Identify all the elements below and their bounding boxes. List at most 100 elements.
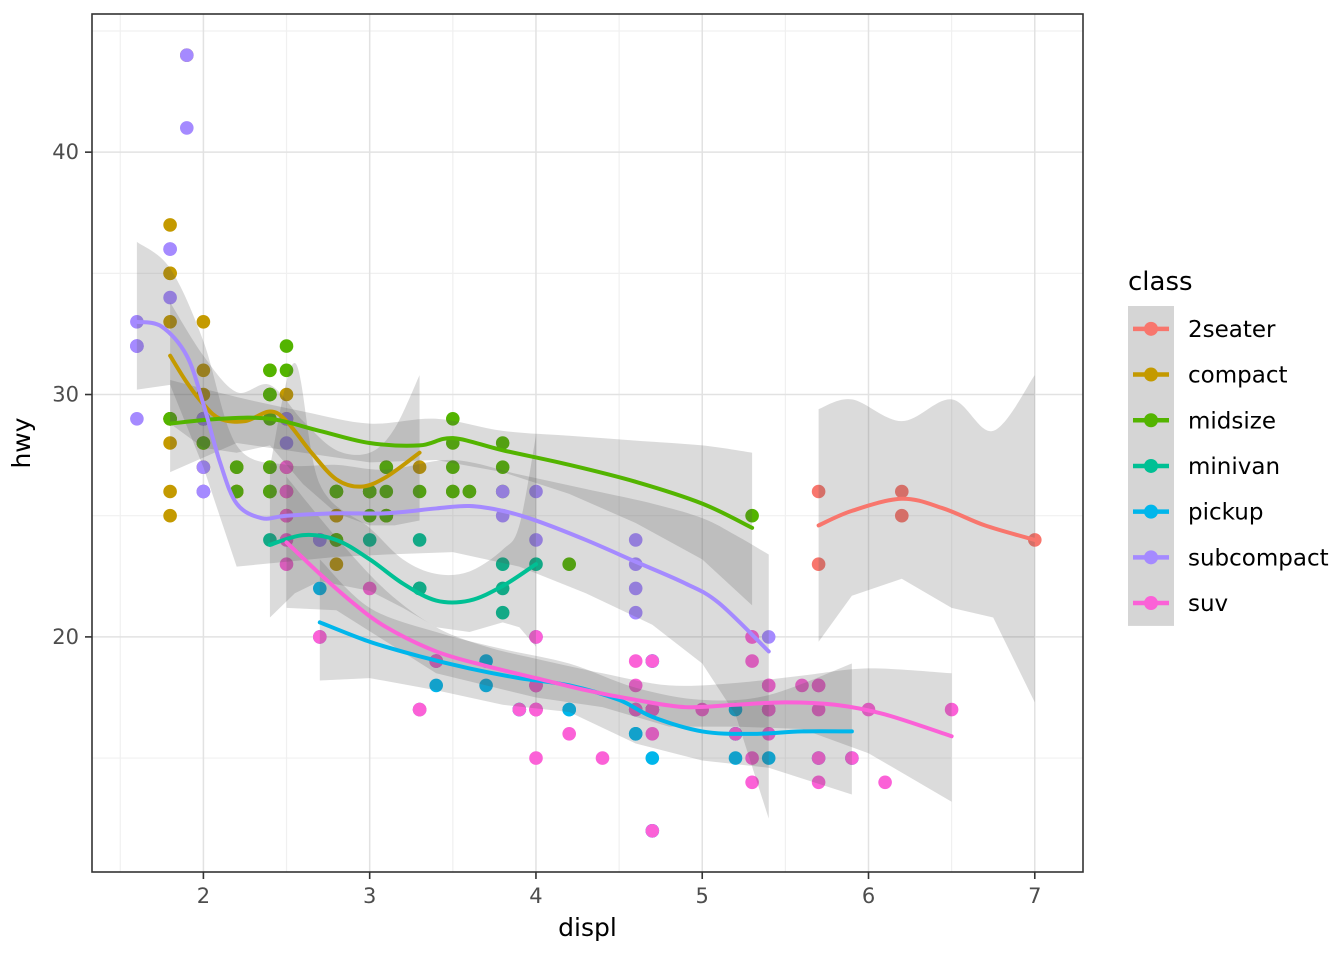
- legend-item-2seater: 2seater: [1133, 317, 1276, 343]
- se-ribbons-layer: [136, 241, 1035, 819]
- y-tick-label: 40: [52, 140, 79, 164]
- data-point: [163, 218, 177, 232]
- legend-key-point: [1144, 550, 1158, 565]
- data-point: [313, 630, 327, 644]
- x-tick-label: 6: [862, 884, 875, 908]
- x-tick-label: 4: [529, 884, 542, 908]
- data-point: [163, 266, 177, 281]
- data-point: [495, 557, 510, 571]
- data-point: [196, 315, 211, 329]
- data-point: [645, 751, 660, 765]
- data-point: [645, 702, 660, 717]
- data-point: [263, 484, 277, 499]
- legend-item-midsize: midsize: [1133, 408, 1276, 434]
- smooth-line-2seater: [816, 496, 1037, 542]
- legend-key-point: [1144, 367, 1158, 382]
- data-point: [130, 339, 144, 353]
- data-point: [163, 290, 177, 305]
- x-tick-label: 3: [363, 884, 376, 908]
- data-point: [479, 678, 493, 693]
- data-point: [628, 581, 643, 596]
- data-point: [562, 557, 576, 571]
- data-point: [279, 557, 294, 571]
- smooth-lines-layer: [134, 319, 1037, 739]
- data-point: [180, 121, 194, 135]
- x-tick-label: 2: [197, 884, 210, 908]
- data-point: [329, 557, 344, 571]
- panel-border: [91, 13, 1084, 873]
- data-point: [529, 630, 543, 644]
- legend-key-point: [1144, 413, 1158, 428]
- data-point: [263, 460, 277, 475]
- y-tick-label: 20: [52, 625, 79, 649]
- legend: class 2seater compact midsize minivan pickup s…: [1128, 267, 1329, 626]
- legend-label: 2seater: [1188, 317, 1276, 343]
- data-point: [196, 484, 211, 499]
- legend-item-compact: compact: [1133, 363, 1287, 389]
- data-point: [761, 630, 776, 644]
- data-point: [512, 702, 527, 717]
- data-point: [279, 484, 294, 499]
- se-ribbon-suv: [286, 476, 952, 802]
- data-point: [761, 751, 776, 765]
- legend-title: class: [1128, 267, 1193, 297]
- se-ribbon-minivan: [269, 362, 536, 647]
- legend-label: subcompact: [1188, 545, 1329, 571]
- data-point: [446, 460, 460, 475]
- se-ribbon-2seater: [818, 375, 1035, 703]
- data-point: [745, 751, 759, 765]
- data-point: [529, 751, 543, 765]
- points-midsize: [163, 339, 759, 571]
- data-point: [529, 702, 543, 717]
- data-point: [412, 533, 427, 547]
- data-point: [429, 678, 444, 693]
- data-point: [944, 702, 959, 717]
- data-point: [845, 751, 859, 765]
- data-point: [163, 315, 177, 329]
- smooth-line-suv: [284, 540, 954, 739]
- data-point: [446, 484, 460, 499]
- data-point: [628, 533, 643, 547]
- legend-key-point: [1144, 504, 1158, 519]
- legend-key-point: [1144, 321, 1158, 336]
- data-point: [362, 581, 377, 596]
- data-point: [379, 460, 394, 475]
- data-point: [263, 363, 277, 378]
- data-point: [745, 775, 759, 790]
- data-point: [379, 484, 394, 499]
- data-point: [562, 727, 576, 741]
- points-minivan: [263, 533, 543, 717]
- data-point: [628, 727, 643, 741]
- data-point: [562, 702, 576, 717]
- data-point: [761, 702, 776, 717]
- x-axis: 2 3 4 5 6 7: [197, 872, 1041, 908]
- x-axis-title: displ: [558, 913, 617, 942]
- se-ribbon-pickup: [319, 559, 852, 795]
- data-point: [761, 678, 776, 693]
- data-point: [263, 387, 277, 402]
- data-point: [495, 605, 510, 620]
- legend-item-suv: suv: [1133, 591, 1228, 617]
- data-point: [895, 484, 909, 499]
- smooth-line-minivan: [267, 532, 538, 605]
- data-point: [728, 751, 743, 765]
- data-point: [196, 460, 211, 475]
- data-point: [811, 702, 826, 717]
- data-point: [529, 484, 543, 499]
- legend-item-subcompact: subcompact: [1133, 545, 1329, 571]
- data-point: [811, 484, 826, 499]
- data-point: [811, 678, 826, 693]
- data-point: [362, 533, 377, 547]
- smooth-line-midsize: [168, 415, 755, 530]
- data-point: [878, 775, 892, 790]
- data-point: [628, 605, 643, 620]
- se-ribbon-subcompact: [136, 241, 769, 819]
- data-point: [130, 412, 144, 426]
- data-point: [745, 508, 759, 523]
- smooth-line-subcompact: [134, 319, 771, 654]
- data-point: [412, 702, 427, 717]
- data-point: [313, 581, 327, 596]
- data-point: [811, 751, 826, 765]
- data-point: [745, 654, 759, 668]
